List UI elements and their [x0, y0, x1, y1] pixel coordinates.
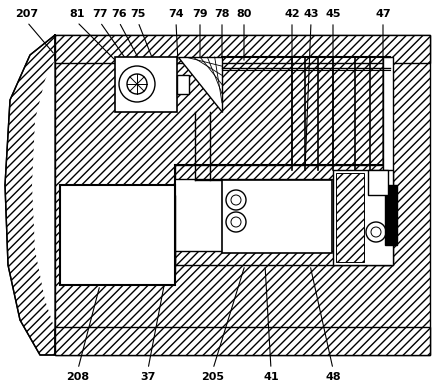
Circle shape [119, 66, 155, 102]
Circle shape [231, 195, 241, 205]
Text: 81: 81 [69, 9, 85, 19]
Polygon shape [32, 60, 55, 330]
Text: 205: 205 [202, 372, 224, 382]
Bar [55, 327, 430, 355]
Text: 78: 78 [214, 9, 230, 19]
Bar [115, 57, 177, 112]
Bar [175, 165, 390, 179]
Bar [385, 185, 397, 245]
Bar [336, 173, 364, 262]
Text: 74: 74 [168, 9, 184, 19]
Polygon shape [5, 35, 55, 355]
Text: 37: 37 [140, 372, 156, 382]
Polygon shape [178, 57, 222, 112]
Bar [368, 170, 388, 195]
Text: 207: 207 [16, 9, 39, 19]
Circle shape [231, 217, 241, 227]
Text: 45: 45 [325, 9, 341, 19]
Text: 41: 41 [263, 372, 279, 382]
Circle shape [127, 74, 147, 94]
Bar [177, 75, 189, 94]
Text: 77: 77 [92, 9, 108, 19]
Text: 42: 42 [284, 9, 300, 19]
Text: 48: 48 [325, 372, 341, 382]
Text: 76: 76 [111, 9, 127, 19]
Circle shape [371, 227, 381, 237]
Bar [55, 35, 430, 63]
Bar [55, 35, 430, 355]
Bar [175, 165, 390, 265]
Text: 75: 75 [130, 9, 146, 19]
Circle shape [226, 190, 246, 210]
Bar [222, 180, 332, 253]
Bar [175, 251, 390, 265]
Bar [60, 185, 175, 285]
Circle shape [226, 212, 246, 232]
Text: 47: 47 [375, 9, 391, 19]
Circle shape [366, 222, 386, 242]
Bar [333, 170, 393, 265]
Text: 208: 208 [66, 372, 89, 382]
Bar [383, 57, 393, 265]
Text: 43: 43 [303, 9, 319, 19]
Text: 80: 80 [236, 9, 252, 19]
Text: 79: 79 [192, 9, 208, 19]
